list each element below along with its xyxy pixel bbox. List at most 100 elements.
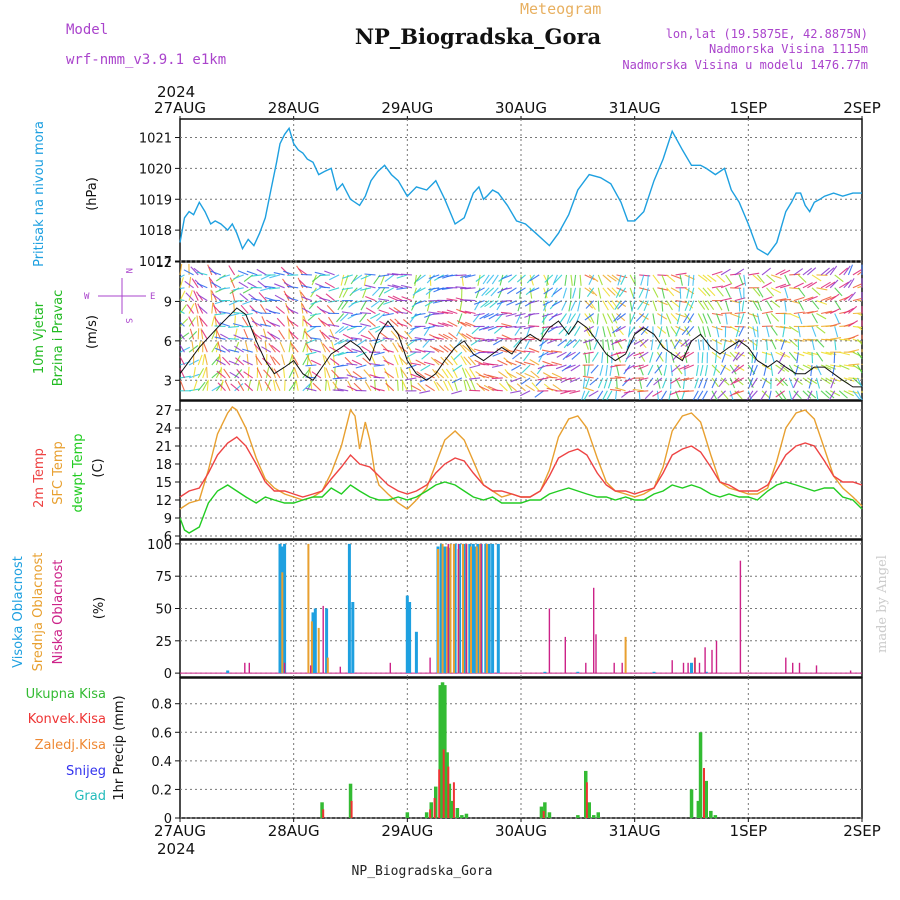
cloud-bar-mid	[307, 543, 310, 674]
wind-barb	[395, 367, 399, 379]
wind-barb	[306, 354, 310, 366]
wind-barb	[274, 283, 285, 289]
wind-barb	[197, 381, 206, 392]
wind-barb	[329, 346, 340, 353]
wind-barb	[565, 364, 576, 370]
wind-barb	[568, 300, 572, 312]
wind-barb	[289, 341, 295, 353]
wind-barb	[797, 326, 801, 338]
wind-barb	[234, 383, 244, 392]
wind-barb	[703, 377, 708, 389]
wind-barb	[189, 328, 195, 340]
wind-barb	[820, 267, 830, 276]
wind-barb	[505, 325, 517, 329]
cloud-bar-high	[484, 543, 488, 674]
wind-barb	[196, 271, 208, 276]
wind-barb	[312, 382, 322, 392]
cloud-bar-group	[180, 543, 862, 674]
wind-barb	[606, 326, 612, 337]
wind-barb	[191, 341, 195, 353]
wind-barb	[207, 264, 213, 276]
wind-barb	[711, 285, 723, 289]
wind-barb	[247, 282, 258, 289]
wind-barb	[179, 332, 190, 340]
wind-barb	[474, 287, 485, 294]
sfc-line	[179, 406, 863, 510]
wind-barb	[807, 310, 819, 315]
wind-barb	[198, 305, 208, 314]
wind-barb	[543, 274, 550, 285]
wind-barb	[663, 364, 668, 376]
wind-barb	[848, 363, 860, 366]
wind-barb	[338, 338, 349, 345]
wind-barb	[325, 367, 331, 379]
wind-barb	[680, 338, 690, 347]
wind-barb	[283, 270, 294, 276]
compass-south: S	[123, 318, 133, 323]
wind-barb	[506, 287, 517, 295]
wind-barb	[661, 287, 665, 299]
wind-barb	[775, 364, 786, 372]
temp-line-group	[179, 406, 863, 534]
wind-barb	[739, 313, 745, 325]
wind-barb	[568, 313, 577, 324]
wind-barb	[843, 364, 855, 368]
wind-barb	[734, 268, 745, 276]
wind-barb	[465, 321, 476, 327]
wind-barb	[287, 285, 299, 289]
wind-barb	[459, 300, 463, 312]
cloud-bar-low	[698, 662, 701, 674]
wind-barb	[202, 380, 209, 392]
wind-barb	[396, 322, 408, 327]
wind-barb	[838, 390, 848, 399]
precip-bar-total	[547, 812, 552, 818]
wind-barb	[834, 313, 840, 324]
cloud-bar-low	[694, 657, 696, 674]
wind-barb	[770, 287, 782, 294]
wind-barb	[645, 287, 649, 299]
wind-barb	[364, 284, 376, 289]
wind-barb	[193, 380, 198, 391]
wind-barb	[234, 345, 244, 353]
cloud-bar-mid	[475, 546, 478, 674]
wind-barb	[443, 380, 449, 392]
wind-barb	[602, 390, 608, 401]
wind-barb	[302, 328, 306, 340]
wind-barb	[285, 302, 290, 314]
precip-grid	[180, 678, 862, 819]
wind-barb	[684, 313, 692, 323]
wind-barb	[775, 377, 784, 386]
wind-barb	[469, 364, 481, 369]
wind-barb	[515, 371, 526, 379]
cloud-bar-low	[389, 662, 391, 674]
wind-barb	[232, 300, 244, 302]
wind-barb	[825, 281, 836, 289]
wind-barb	[660, 313, 663, 325]
wind-barb	[626, 339, 631, 350]
wind-barb	[197, 328, 200, 340]
wind-barb	[287, 308, 299, 314]
wind-barb	[378, 287, 386, 298]
cloud-bar-low	[815, 665, 818, 674]
wind-barb	[793, 351, 805, 357]
wind-barb	[638, 325, 648, 335]
wind-barb	[511, 364, 522, 371]
wind-barb	[259, 303, 267, 314]
wind-barb	[716, 274, 726, 283]
precip-bar-total	[696, 800, 701, 818]
wind-barb	[453, 351, 463, 361]
wind-barb	[447, 320, 458, 327]
wind-barb	[679, 274, 683, 286]
wind-barb	[564, 377, 576, 381]
wind-barb	[179, 346, 191, 353]
wind-barb	[655, 351, 663, 362]
wind-barb	[614, 351, 626, 355]
y-tick-label: 1020	[139, 162, 172, 177]
wind-barb	[729, 351, 738, 361]
precip-bar-total	[689, 789, 694, 818]
wind-barb	[839, 351, 851, 356]
wind-barb	[341, 300, 349, 310]
cloud-bar-high	[313, 608, 317, 674]
wind-barb	[525, 384, 535, 392]
wind-barb	[589, 377, 599, 386]
